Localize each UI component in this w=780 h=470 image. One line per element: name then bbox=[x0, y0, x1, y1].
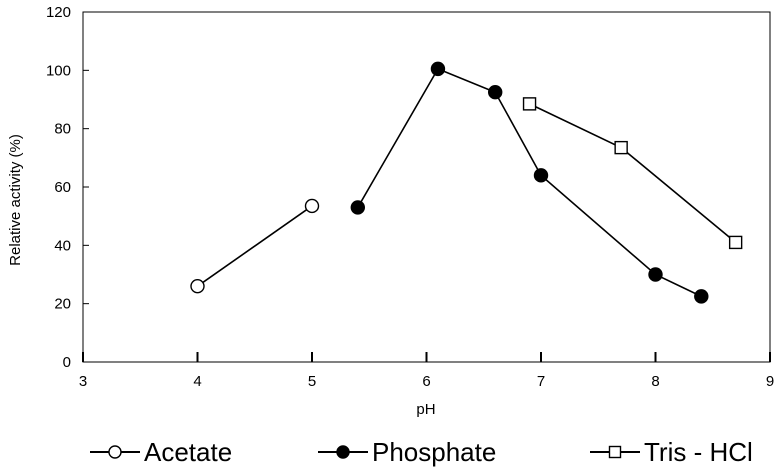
y-tick-label: 40 bbox=[54, 237, 71, 254]
y-tick-label: 100 bbox=[46, 62, 71, 79]
series-line-phosphate bbox=[357, 67, 702, 298]
data-point-phosphate bbox=[648, 267, 663, 282]
data-point-phosphate bbox=[488, 85, 503, 100]
data-point-phosphate bbox=[350, 200, 365, 215]
legend-marker-tris-hcl bbox=[608, 445, 622, 459]
legend-label-phosphate: Phosphate bbox=[372, 437, 496, 467]
y-tick-label: 20 bbox=[54, 296, 71, 313]
x-tick-label: 7 bbox=[537, 373, 545, 390]
x-tick-label: 8 bbox=[651, 373, 659, 390]
y-tick-label: 80 bbox=[54, 121, 71, 138]
x-tick-label: 9 bbox=[766, 373, 774, 390]
series-line-tris-hcl bbox=[529, 103, 737, 244]
x-tick-label: 4 bbox=[193, 373, 201, 390]
data-point-acetate bbox=[190, 278, 205, 294]
data-point-phosphate bbox=[694, 289, 709, 304]
legend-marker-acetate bbox=[108, 445, 122, 459]
data-point-tris-hcl bbox=[728, 235, 743, 250]
series-line-acetate bbox=[197, 205, 313, 287]
legend: Acetate Phosphate Tris - HCl bbox=[90, 437, 753, 467]
x-axis-label: pH bbox=[416, 401, 435, 418]
x-tick-label: 3 bbox=[79, 373, 87, 390]
y-tick-label: 120 bbox=[46, 4, 71, 21]
data-point-tris-hcl bbox=[522, 97, 537, 111]
x-tick-label: 5 bbox=[308, 373, 316, 390]
y-tick-label: 60 bbox=[54, 179, 71, 196]
plot-frame bbox=[82, 11, 771, 363]
plot-axes: 3 4 5 6 7 8 9 0 20 40 60 80 100 120 bbox=[46, 4, 774, 390]
legend-label-acetate: Acetate bbox=[144, 437, 232, 467]
y-axis-label: Relative activity (%) bbox=[7, 134, 24, 266]
plot-series bbox=[190, 61, 743, 304]
legend-marker-phosphate bbox=[336, 445, 350, 459]
y-tick-label: 0 bbox=[63, 354, 71, 371]
x-tick-label: 6 bbox=[422, 373, 430, 390]
data-point-acetate bbox=[304, 198, 320, 214]
legend-label-tris-hcl: Tris - HCl bbox=[644, 437, 753, 467]
data-point-phosphate bbox=[533, 168, 549, 183]
data-point-tris-hcl bbox=[614, 140, 628, 155]
data-point-phosphate bbox=[430, 61, 446, 77]
